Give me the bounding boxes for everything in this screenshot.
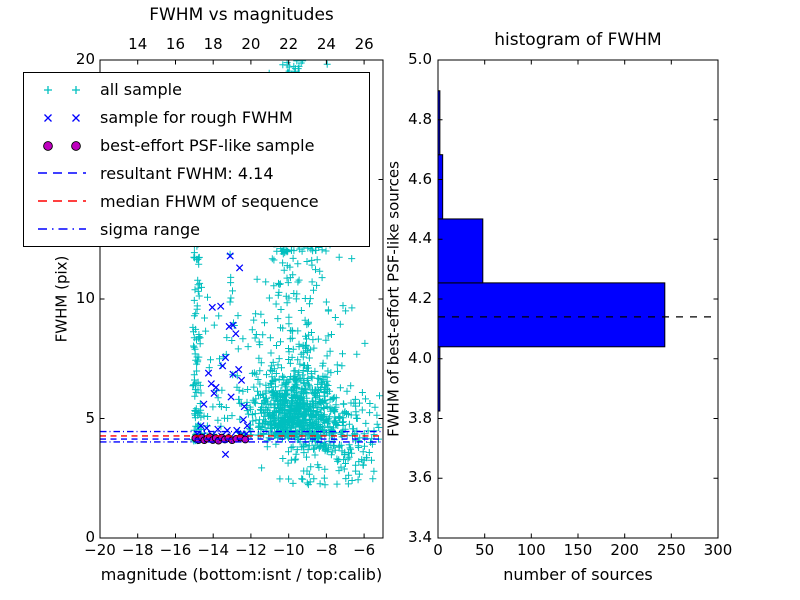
left-top-xtick-label: 20 [241,35,261,53]
legend-item-label: best-effort PSF-like sample [100,136,315,156]
right-ytick-label: 3.4 [408,528,432,546]
right-ytick-label: 4.4 [408,229,432,248]
left-top-xtick-label: 24 [316,35,336,53]
right-xtick-label: 150 [563,541,593,559]
left-plot-title: FWHM vs magnitudes [149,5,334,25]
histogram-bars [438,90,666,412]
legend-item-1: sample for rough FWHM [33,107,365,129]
legend-item-label: resultant FWHM: 4.14 [100,163,274,183]
right-ytick-label: 4.0 [408,348,432,367]
left-xtick-label: −16 [159,541,192,559]
right-xtick-label: 100 [517,541,546,559]
dashdot-line-icon [38,228,86,230]
left-xtick-label: −20 [84,541,116,559]
left-ytick-label: 5 [85,408,95,427]
left-top-xtick-label: 18 [203,35,223,53]
right-xtick-label: 300 [703,541,733,559]
legend-item-label: median FHWM of sequence [100,191,319,211]
left-xtick-label: −6 [353,541,376,559]
legend-item-label: sigma range [100,219,200,239]
histogram-bar [438,154,444,220]
right-ytick-label: 3.6 [408,468,432,487]
left-plot-xlabel: magnitude (bottom:isnt / top:calib) [100,565,383,584]
right-xtick-label: 0 [433,541,443,559]
right-xtick-label: 200 [610,541,639,559]
right-ytick-label: 4.2 [408,289,432,307]
legend: all sample sample for rough FWHM best-effo… [23,72,370,247]
dashed-line-icon [38,200,86,203]
left-top-xtick-label: 26 [354,35,374,53]
left-xtick-label: −12 [235,541,267,559]
left-xtick-label: −14 [197,541,230,559]
left-top-xtick-label: 14 [128,35,148,53]
axes-frames [99,59,719,539]
left-ytick-label: 0 [85,528,95,546]
right-ytick-label: 4.8 [408,109,432,128]
right-plot-title: histogram of FWHM [494,30,662,50]
right-xtick-label: 250 [657,541,686,559]
plus-marker-icon [44,85,80,94]
dashed-line-icon [38,172,86,175]
x-marker-icon [44,113,80,122]
right-plot-xlabel: number of sources [503,565,653,584]
right-ytick-label: 3.8 [408,408,432,427]
legend-item-4: median FHWM of sequence [33,190,365,212]
legend-item-5: sigma range [33,218,365,240]
left-top-xtick-label: 16 [165,35,185,53]
histogram-bar [438,218,484,284]
legend-item-0: all sample [33,79,365,101]
legend-item-label: sample for rough FWHM [100,108,293,128]
left-ytick-label: 20 [75,50,95,68]
legend-item-2: best-effort PSF-like sample [33,135,365,157]
right-ytick-label: 5.0 [408,50,432,68]
left-xtick-label: −10 [272,541,305,559]
left-top-xtick-label: 22 [279,35,299,53]
reference-lines [100,430,383,443]
histogram-bar [438,282,666,348]
tick-marks [99,59,719,539]
right-xtick-label: 50 [475,541,495,559]
circle-marker-icon [43,140,81,151]
right-ytick-label: 4.6 [408,169,432,188]
legend-item-3: resultant FWHM: 4.14 [33,162,365,184]
histogram-bar [438,90,441,156]
left-xtick-label: −18 [121,541,154,559]
left-xtick-label: −8 [315,541,338,559]
left-ytick-label: 10 [75,289,95,307]
legend-item-label: all sample [100,80,182,100]
